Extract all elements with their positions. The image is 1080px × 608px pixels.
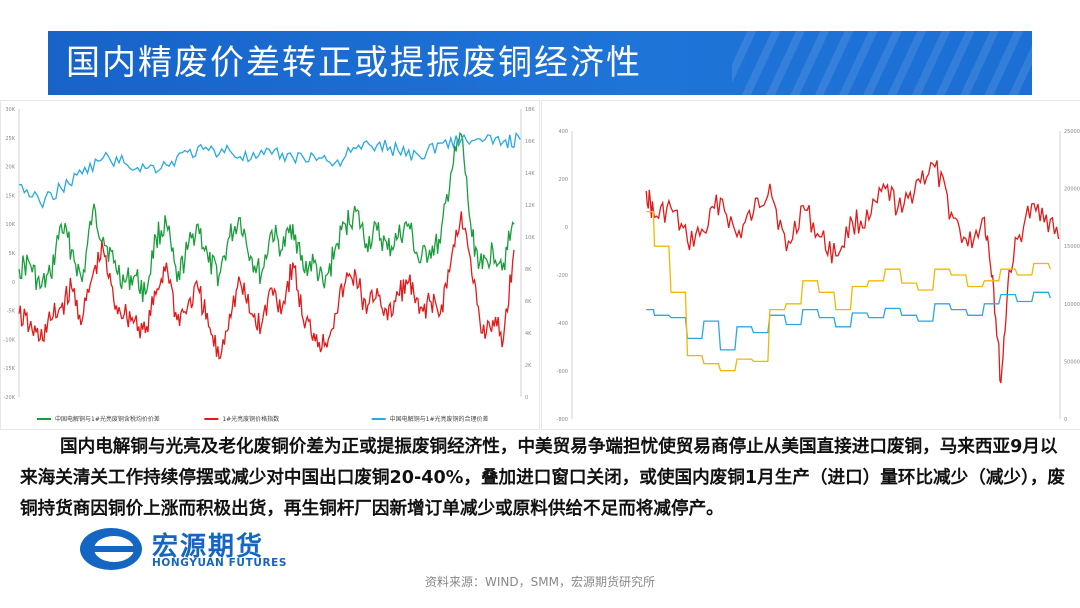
spread-right-tick-label: 16K: [525, 139, 535, 145]
import-left-tick-label: 400: [558, 129, 568, 135]
spread-right-tick-label: 4K: [525, 331, 532, 337]
spread-legend-label-2: 1#光亮废铜价格指数: [222, 415, 279, 423]
body-paragraph: 国内电解铜与光亮及老化废铜价差为正或提振废铜经济性，中美贸易争端担忧使贸易商停止…: [20, 437, 1066, 519]
page-title: 国内精废价差转正或提振废铜经济性: [66, 43, 642, 83]
spread-legend-label-3: 中国电解铜与1#光亮废铜的合理价差: [390, 415, 489, 423]
company-logo: 宏源期货 HONGYUAN FUTURES: [78, 524, 338, 574]
spread-left-tick-label: 0: [12, 280, 15, 286]
spread-left-tick-label: -10K: [4, 337, 16, 343]
import-left-tick-label: -600: [557, 369, 568, 375]
spread-left-tick-label: -15K: [4, 366, 16, 372]
title-bar-decoration: [732, 31, 1032, 95]
spread-right-tick-label: 2K: [525, 363, 532, 369]
logo-icon: [80, 528, 142, 570]
title-bar: 国内精废价差转正或提振废铜经济性: [48, 31, 1032, 95]
spread-left-tick-label: 25K: [5, 136, 15, 142]
spread-series-line-2: [18, 211, 515, 360]
import-left-tick-label: -200: [557, 273, 568, 279]
source-note: 资料来源：WIND，SMM，宏源期货研究所: [425, 575, 655, 589]
import-right-tick-label: 50000: [1064, 359, 1080, 365]
import-series-line-3: [646, 210, 1052, 372]
import-left-tick-label: -400: [557, 321, 568, 327]
spread-left-tick-label: 30K: [5, 107, 15, 113]
spread-left-tick-label: 5K: [9, 251, 16, 257]
spread-right-tick-label: 18K: [525, 107, 535, 113]
chart-import-svg: -800 -600 -400 -200 0 200 400 0 50000 100000 15000…: [557, 129, 1080, 423]
spread-right-tick-label: 14K: [525, 171, 535, 177]
spread-right-tick-label: 10K: [525, 235, 535, 241]
chart-import: -800 -600 -400 -200 0 200 400 0 50000 100000 15000…: [541, 100, 1080, 430]
spread-series-line-1: [18, 131, 515, 303]
spread-left-tick-label: 15K: [5, 193, 15, 199]
spread-right-tick-label: 6K: [525, 299, 532, 305]
spread-right-tick-label: 0: [525, 395, 528, 401]
spread-left-tick-label: 20K: [5, 165, 15, 171]
chart-spread-svg: -20K -15K -10K -5K 0 5K 10K 15K 20K 25K 30K 0 2K 4K 6K…: [4, 107, 536, 423]
import-left-tick-label: 0: [565, 225, 568, 231]
spread-left-tick-label: -20K: [4, 395, 16, 401]
spread-legend-label-1: 中国电解铜与1#光亮废铜含税均价价差: [55, 415, 160, 423]
spread-left-tick-label: 10K: [5, 222, 15, 228]
logo-text-cn: 宏源期货: [152, 532, 265, 562]
import-right-tick-label: 0: [1064, 417, 1067, 423]
logo-text-en: HONGYUAN FUTURES: [152, 557, 288, 569]
spread-right-tick-label: 8K: [525, 267, 532, 273]
import-series-line-1: [645, 160, 1060, 384]
import-series-line-2: [646, 291, 1052, 351]
import-right-tick-label: 200000: [1064, 187, 1080, 193]
import-right-tick-label: 100000: [1064, 302, 1080, 308]
import-right-tick-label: 150000: [1064, 244, 1080, 250]
spread-left-tick-label: -5K: [7, 309, 16, 315]
spread-series-line-3: [18, 131, 521, 210]
import-left-tick-label: -800: [557, 417, 568, 423]
import-right-tick-label: 250000: [1064, 129, 1080, 135]
import-left-tick-label: 200: [558, 177, 568, 183]
spread-right-tick-label: 12K: [525, 203, 535, 209]
chart-spread: -20K -15K -10K -5K 0 5K 10K 15K 20K 25K 30K 0 2K 4K 6K…: [0, 100, 540, 430]
